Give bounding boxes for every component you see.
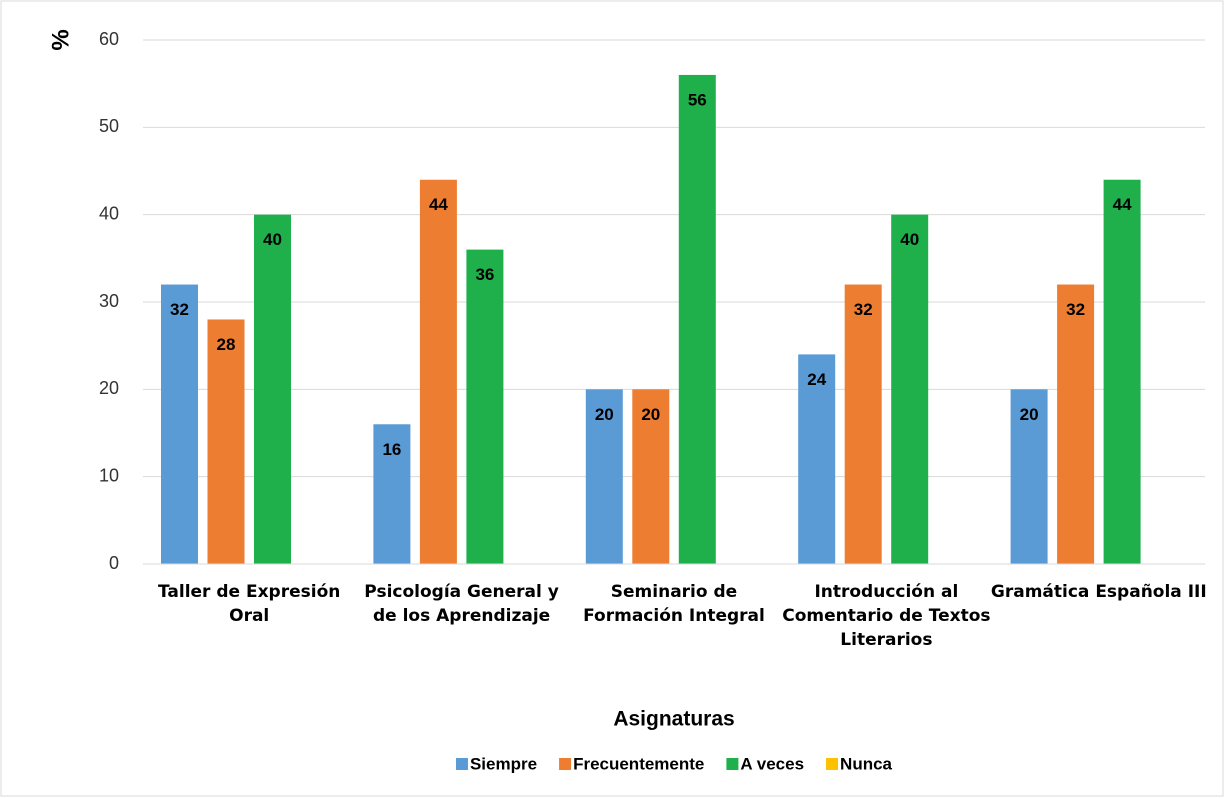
legend-label: Frecuentemente <box>573 754 704 773</box>
bar <box>466 249 504 564</box>
bar <box>1010 389 1048 564</box>
bar <box>373 424 411 564</box>
bar <box>585 389 623 564</box>
data-label: 44 <box>429 195 448 214</box>
legend-swatch <box>559 758 572 770</box>
x-tick-label: Introducción al Comentario de Textos Lit… <box>782 582 991 650</box>
bar <box>844 284 882 564</box>
data-label: 32 <box>170 300 189 319</box>
y-tick-label: 60 <box>99 29 119 49</box>
legend-label: Nunca <box>840 754 893 773</box>
x-tick-label: Taller de Expresión Oral <box>158 582 341 626</box>
legend-swatch <box>455 758 468 770</box>
data-label: 44 <box>1113 195 1132 214</box>
y-tick-label: 30 <box>99 291 119 311</box>
data-label: 16 <box>382 440 401 459</box>
y-axis-label: % <box>47 29 74 50</box>
y-tick-label: 10 <box>99 465 119 485</box>
bar <box>207 319 245 564</box>
x-axis-label: Asignaturas <box>613 708 734 731</box>
y-tick-label: 50 <box>99 116 119 136</box>
legend-swatch <box>826 758 839 770</box>
data-label: 40 <box>263 230 282 249</box>
data-label: 24 <box>807 370 826 389</box>
x-tick-label-box: Gramática Española III <box>990 582 1207 602</box>
bar <box>798 354 836 564</box>
data-label: 36 <box>475 265 494 284</box>
bar <box>632 389 670 564</box>
data-label: 20 <box>595 405 614 424</box>
data-label: 20 <box>1020 405 1039 424</box>
bar <box>1103 179 1141 564</box>
y-tick-label: 40 <box>99 203 119 223</box>
bar <box>1057 284 1095 564</box>
x-tick-label-box: Taller de Expresión Oral <box>158 582 341 626</box>
x-tick-label: Seminario de Formación Integral <box>583 582 765 626</box>
legend-label: A veces <box>740 754 804 773</box>
x-tick-label-box: Seminario de Formación Integral <box>583 582 765 626</box>
bar <box>254 214 291 564</box>
legend-swatch <box>726 758 739 770</box>
y-tick-label: 0 <box>109 553 119 573</box>
bar <box>891 214 929 564</box>
data-label: 20 <box>641 405 660 424</box>
legend-label: Siempre <box>470 754 537 773</box>
data-label: 56 <box>688 90 707 109</box>
bar <box>161 284 198 564</box>
data-label: 28 <box>217 335 236 354</box>
x-tick-label-box: Psicología General y de los Aprendizaje <box>364 582 559 626</box>
y-tick-label: 20 <box>99 378 119 398</box>
data-label: 32 <box>854 300 873 319</box>
x-tick-label-box: Introducción al Comentario de Textos Lit… <box>782 582 991 650</box>
data-label: 32 <box>1066 300 1085 319</box>
data-label: 40 <box>900 230 919 249</box>
bar <box>678 74 716 564</box>
x-tick-label: Psicología General y de los Aprendizaje <box>364 582 559 626</box>
bar <box>419 179 457 564</box>
x-tick-label: Gramática Española III <box>990 582 1207 602</box>
